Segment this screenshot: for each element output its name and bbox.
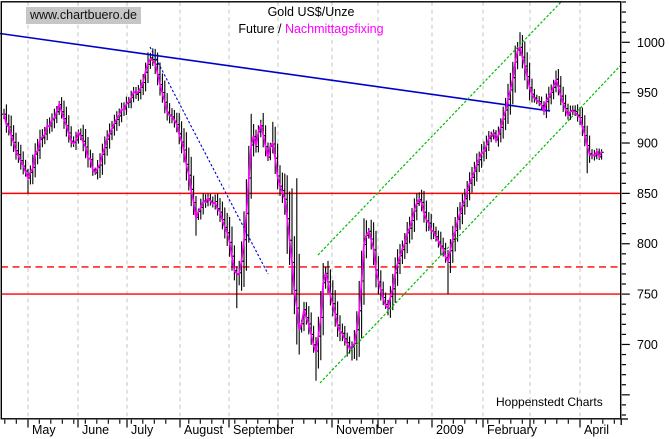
y-axis-ticks bbox=[621, 1, 630, 416]
axes-frame bbox=[0, 1, 628, 425]
y-axis-label-700: 700 bbox=[637, 338, 658, 352]
y-axis-label-750: 750 bbox=[637, 288, 658, 302]
y-axis-labels: 700 750 800 850 900 950 1000 bbox=[637, 36, 665, 352]
y-axis-label-900: 900 bbox=[637, 137, 658, 151]
subtitle-future-label: Future / bbox=[238, 22, 285, 36]
x-axis-labels: May June July August September November 2009 Fe… bbox=[32, 423, 609, 437]
x-axis-label-September: September bbox=[233, 423, 294, 437]
subtitle-nachmittagsfixing-label: Nachmittagsfixing bbox=[284, 22, 384, 36]
trendline-steep-downtrend bbox=[149, 46, 269, 275]
future-price-bars bbox=[1, 32, 604, 381]
credit-hoppenstedt-charts: Hoppenstedt Charts bbox=[496, 395, 603, 409]
x-axis-label-February: February bbox=[487, 423, 538, 437]
chart-subtitle: Future / Nachmittagsfixing bbox=[1, 21, 621, 38]
x-axis-label-July: July bbox=[131, 423, 154, 437]
x-axis-label-May: May bbox=[32, 423, 56, 437]
trendline-up-channel-upper bbox=[317, 0, 563, 256]
x-axis-label-June: June bbox=[82, 423, 109, 437]
y-axis-label-950: 950 bbox=[637, 86, 658, 100]
x-axis-label-2009: 2009 bbox=[436, 423, 464, 437]
x-axis-label-November: November bbox=[336, 423, 394, 437]
y-axis-label-850: 850 bbox=[637, 187, 658, 201]
support-resistance-lines bbox=[1, 192, 621, 295]
month-gridlines bbox=[27, 2, 581, 419]
y-axis-label-800: 800 bbox=[637, 237, 658, 251]
watermark-chartbuero: www.chartbuero.de bbox=[26, 7, 142, 24]
y-axis-label-1000: 1000 bbox=[637, 36, 665, 50]
x-axis-label-April: April bbox=[584, 423, 609, 437]
nachmittagsfixing-line bbox=[3, 44, 603, 353]
x-axis-ticks bbox=[4, 419, 615, 428]
x-axis-label-August: August bbox=[184, 423, 223, 437]
chart-title-block: Gold US$/Unze Future / Nachmittagsfixing bbox=[1, 4, 621, 38]
trendline-up-channel-lower bbox=[319, 64, 622, 384]
trendline-long-descending-resistance bbox=[0, 32, 551, 112]
chart-title: Gold US$/Unze bbox=[267, 5, 355, 19]
